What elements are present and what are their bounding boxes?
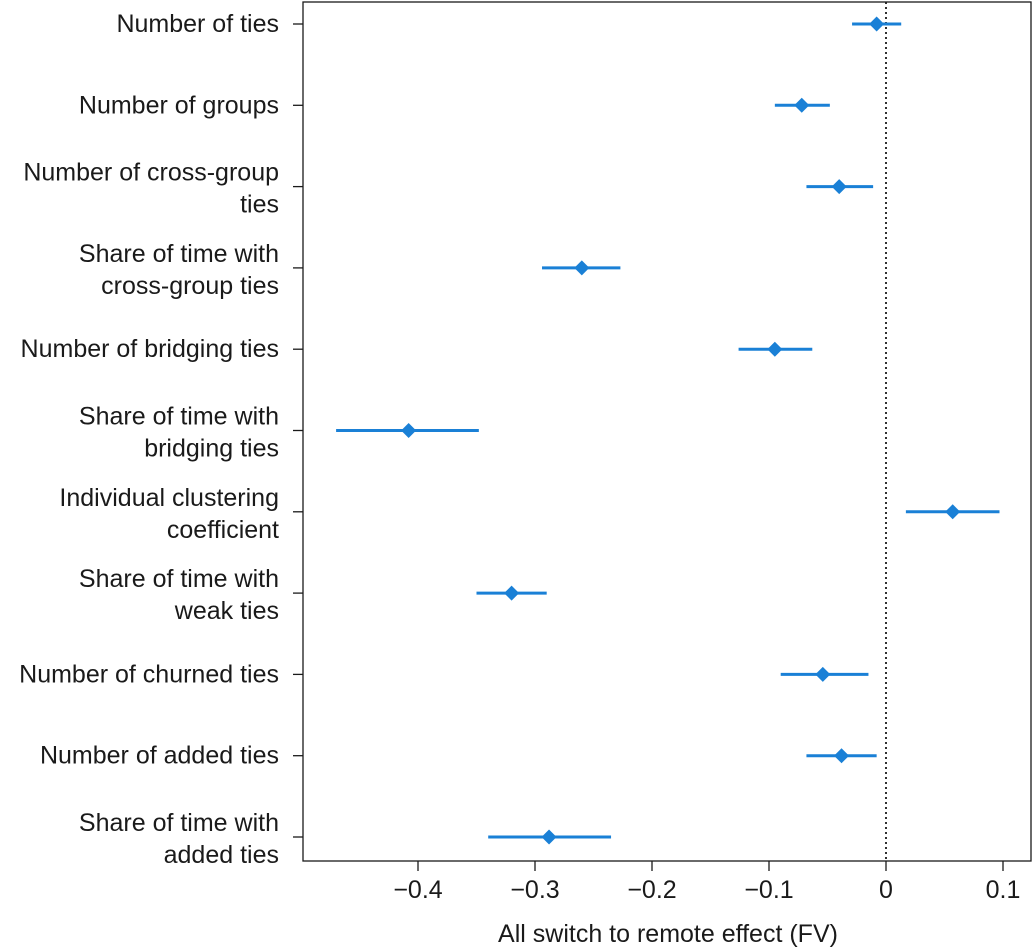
point-estimate-marker xyxy=(831,179,847,195)
point-estimate-marker xyxy=(504,585,520,601)
point-estimate-marker xyxy=(834,748,850,764)
point-estimate-marker xyxy=(869,16,885,32)
x-tick-label: 0.1 xyxy=(986,876,1021,904)
category-label: Share of time with bridging ties xyxy=(79,403,279,463)
point-estimate-marker xyxy=(541,829,557,845)
category-label: Number of ties xyxy=(116,10,279,38)
category-label: Share of time with weak ties xyxy=(79,565,279,625)
category-label: Number of bridging ties xyxy=(21,335,279,363)
x-axis-title: All switch to remote effect (FV) xyxy=(498,920,838,947)
x-tick-label: 0 xyxy=(879,876,893,904)
point-estimate-marker xyxy=(945,504,961,520)
x-tick-label: −0.1 xyxy=(744,876,793,904)
category-label: Individual clustering coefficient xyxy=(59,484,279,544)
category-label: Number of groups xyxy=(79,91,279,119)
x-tick-label: −0.3 xyxy=(510,876,559,904)
point-estimate-marker xyxy=(401,423,417,438)
point-estimate-marker xyxy=(794,97,810,113)
category-label: Number of churned ties xyxy=(19,660,279,688)
point-estimate-marker xyxy=(767,341,783,357)
category-label: Share of time with cross-group ties xyxy=(79,240,279,300)
point-estimate-marker xyxy=(815,666,831,682)
point-estimate-marker xyxy=(574,260,590,276)
plot-frame xyxy=(302,1,1032,862)
category-label: Number of cross-group ties xyxy=(23,159,279,219)
x-tick-label: −0.4 xyxy=(393,876,442,904)
category-label: Share of time with added ties xyxy=(79,809,279,869)
category-label: Number of added ties xyxy=(40,742,279,770)
x-tick-label: −0.2 xyxy=(627,876,676,904)
